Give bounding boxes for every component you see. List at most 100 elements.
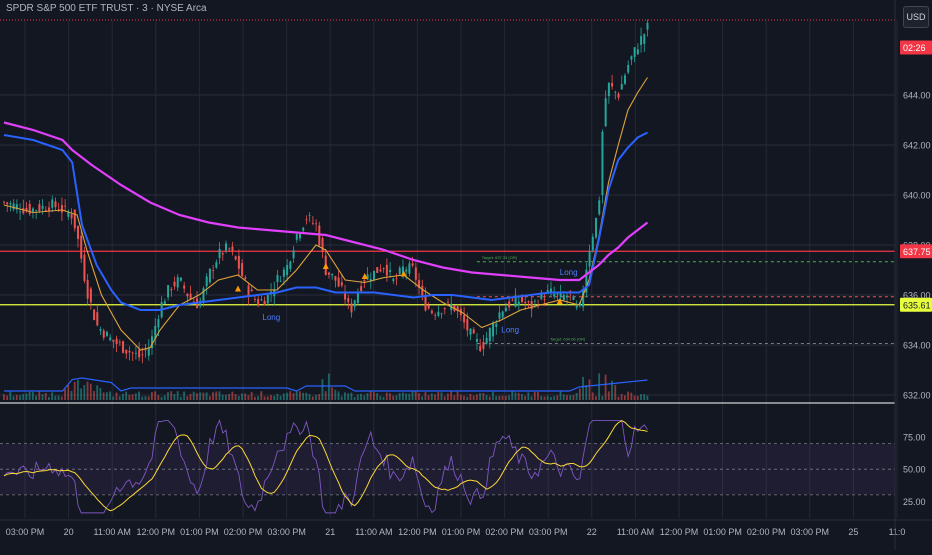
rsi-tick-label: 25.00 <box>903 497 926 507</box>
candle-body <box>308 215 311 217</box>
volume-bar <box>234 394 237 400</box>
price-tick-label: 636.00 <box>903 291 931 301</box>
candle-body <box>6 202 9 205</box>
candle-body <box>427 305 430 309</box>
volume-bar <box>469 393 472 400</box>
target-low-label: Target: 634.06 (OR) <box>550 337 586 342</box>
volume-bar <box>73 382 76 400</box>
volume-bar <box>611 380 613 400</box>
volume-bar <box>430 393 433 400</box>
rsi-tick-label: 75.00 <box>903 433 926 443</box>
volume-bar <box>369 391 372 400</box>
candle-body <box>395 278 398 280</box>
candle-body <box>356 292 359 304</box>
volume-bar <box>173 394 176 400</box>
volume-bar <box>218 391 221 400</box>
candle-body <box>22 208 25 214</box>
candle-body <box>501 311 504 318</box>
volume-bar <box>109 391 111 400</box>
candle-body <box>186 293 189 297</box>
volume-bar <box>598 373 601 400</box>
candle-body <box>12 203 15 210</box>
candle-body <box>128 351 131 353</box>
time-tick-label: 03:00 PM <box>6 527 45 537</box>
candle-body <box>157 319 160 328</box>
volume-bar <box>405 393 407 400</box>
volume-bar <box>279 395 282 400</box>
volume-bar <box>427 395 430 400</box>
volume-bar <box>112 396 115 400</box>
candle-body <box>73 209 76 229</box>
candle-body <box>443 307 446 310</box>
volume-bar <box>363 395 366 400</box>
time-tick-label: 01:00 PM <box>442 527 481 537</box>
volume-bar <box>533 391 536 400</box>
volume-bar <box>54 395 57 400</box>
candle-body <box>41 205 44 209</box>
time-tick-label: 11:00 AM <box>617 527 654 537</box>
candle-body <box>327 272 330 275</box>
time-tick-label: 03:00 PM <box>529 527 568 537</box>
candle-body <box>93 309 96 321</box>
candle-body <box>118 341 121 343</box>
candle-body <box>151 336 154 349</box>
volume-bar <box>31 392 34 400</box>
volume-bar <box>311 396 314 400</box>
long-label: Long <box>560 268 578 277</box>
price-badge <box>900 40 932 55</box>
candle-body <box>604 98 607 127</box>
candle-body <box>369 278 372 282</box>
volume-bar <box>440 392 443 400</box>
candle-body <box>147 347 150 356</box>
volume-bar <box>186 396 189 400</box>
volume-bar <box>308 394 311 400</box>
candle-body <box>105 331 108 337</box>
volume-bar <box>86 381 89 400</box>
volume-bar <box>189 393 192 400</box>
candle-body <box>633 47 636 57</box>
volume-bar <box>331 387 333 400</box>
symbol-title: SPDR S&P 500 ETF TRUST · 3 · NYSE Arca <box>6 3 207 14</box>
volume-bar <box>591 392 594 400</box>
candle-body <box>472 329 475 334</box>
candle-body <box>260 299 263 301</box>
candle-body <box>401 266 404 276</box>
volume-bar <box>527 392 530 400</box>
candle-body <box>144 349 147 351</box>
series-line <box>3 77 648 351</box>
time-tick-label: 02:00 PM <box>224 527 263 537</box>
candle-body <box>28 203 31 214</box>
volume-bar <box>12 396 15 400</box>
volume-bar <box>273 395 276 400</box>
volume-bar <box>627 391 629 400</box>
volume-bar <box>67 385 70 400</box>
volume-bar <box>263 396 266 400</box>
volume-bar <box>128 394 131 400</box>
volume-bar <box>241 393 243 400</box>
volume-bar <box>572 395 575 400</box>
volume-bar <box>19 395 21 400</box>
candle-body <box>463 315 466 323</box>
volume-bar <box>347 393 350 400</box>
volume-bar <box>385 392 388 400</box>
currency-button[interactable]: USD <box>903 6 929 28</box>
volume-bar <box>60 396 63 400</box>
signal-marker <box>556 298 563 304</box>
volume-bar <box>630 392 633 400</box>
candle-body <box>398 267 401 275</box>
candle-body <box>89 288 92 303</box>
candle-body <box>170 289 173 291</box>
volume-bar <box>228 393 231 400</box>
volume-bar <box>147 396 150 400</box>
volume-bar <box>356 394 359 400</box>
series-line <box>3 121 649 282</box>
volume-bar <box>389 393 391 400</box>
candle-body <box>19 211 22 213</box>
volume-bar <box>134 393 137 400</box>
volume-bar <box>225 394 227 400</box>
candle-body <box>141 354 144 356</box>
candle-body <box>598 200 601 215</box>
volume-bar <box>607 391 610 400</box>
